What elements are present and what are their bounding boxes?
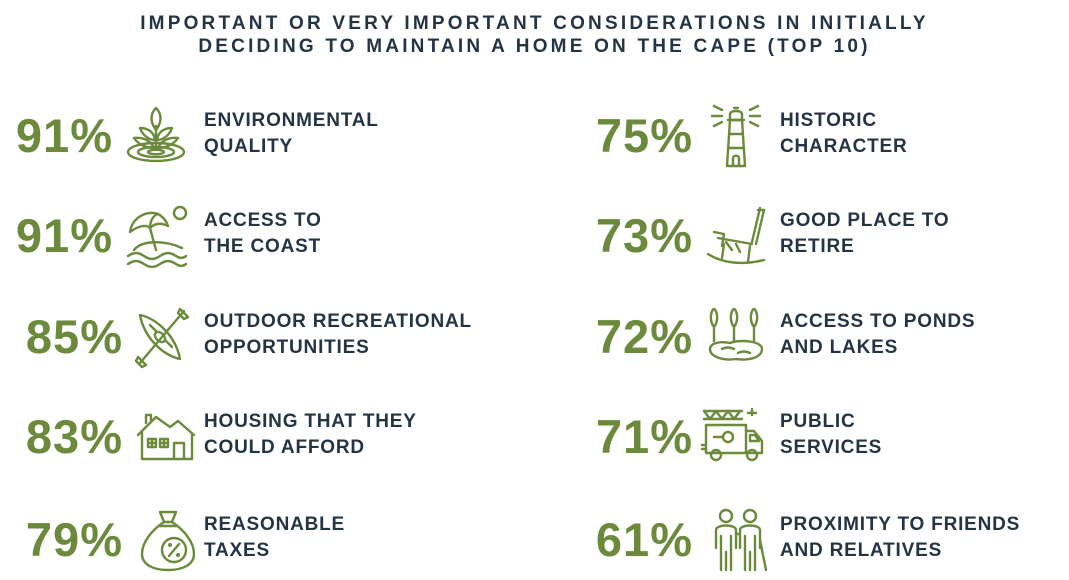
label-line-2: OPPORTUNITIES <box>204 337 370 358</box>
title-line-2: DECIDING TO MAINTAIN A HOME ON THE CAPE … <box>198 36 871 57</box>
item-affordable-housing: 83% HOUSING THAT THEY COULD AFFORD <box>0 397 520 477</box>
item-label: OUTDOOR RECREATIONAL OPPORTUNITIES <box>204 309 472 361</box>
item-good-place-to-retire: 73% GOOD PLACE TO RETIRE <box>580 196 1060 276</box>
label-line-2: SERVICES <box>780 437 883 458</box>
item-label: PROXIMITY TO FRIENDS AND RELATIVES <box>780 512 1020 564</box>
label-line-1: ENVIRONMENTAL <box>204 110 379 131</box>
label-line-2: AND RELATIVES <box>780 540 943 561</box>
item-public-services: 71% PUBLIC SERVICES <box>580 397 1060 477</box>
page-title: IMPORTANT OR VERY IMPORTANT CONSIDERATIO… <box>0 12 1069 58</box>
label-line-1: GOOD PLACE TO <box>780 210 950 231</box>
percentage: 79% <box>25 513 123 566</box>
label-line-2: COULD AFFORD <box>204 437 365 458</box>
item-label: GOOD PLACE TO RETIRE <box>780 208 949 260</box>
percentage: 75% <box>595 109 693 162</box>
item-environmental-quality: 91% ENVIRONMENTAL QUALITY <box>0 96 520 176</box>
label-line-2: CHARACTER <box>780 136 908 157</box>
label-line-2: QUALITY <box>204 136 293 157</box>
label-line-1: ACCESS TO PONDS <box>780 311 976 332</box>
item-ponds-and-lakes: 72% ACCESS TO PONDS AND LAKES <box>580 297 1060 377</box>
label-line-1: ACCESS TO <box>204 210 322 231</box>
percentage: 61% <box>595 513 693 566</box>
kayak-icon <box>130 305 194 369</box>
label-line-1: REASONABLE <box>204 514 346 535</box>
pond-trees-icon <box>704 305 768 369</box>
label-line-1: PUBLIC <box>780 411 856 432</box>
item-label: ACCESS TO THE COAST <box>204 208 322 260</box>
item-reasonable-taxes: 79% REASONABLE TAXES <box>0 500 520 580</box>
percentage: 71% <box>595 410 693 463</box>
sprout-water-icon <box>124 104 188 168</box>
item-label: HOUSING THAT THEY COULD AFFORD <box>204 409 417 461</box>
item-label: PUBLIC SERVICES <box>780 409 882 461</box>
label-line-2: AND LAKES <box>780 337 899 358</box>
item-label: ENVIRONMENTAL QUALITY <box>204 108 379 160</box>
percentage: 91% <box>15 109 113 162</box>
house-icon <box>134 405 198 469</box>
fire-truck-icon <box>700 405 764 469</box>
item-proximity-friends-relatives: 61% PROXIMITY TO FRIENDS AND RELATIVES <box>580 500 1060 580</box>
label-line-2: TAXES <box>204 540 270 561</box>
item-label: REASONABLE TAXES <box>204 512 345 564</box>
lighthouse-icon <box>704 104 768 168</box>
label-line-2: THE COAST <box>204 236 321 257</box>
percentage: 83% <box>25 410 123 463</box>
item-label: HISTORIC CHARACTER <box>780 108 908 160</box>
tax-bag-icon <box>136 508 200 572</box>
beach-umbrella-icon <box>124 204 188 268</box>
label-line-2: RETIRE <box>780 236 855 257</box>
item-outdoor-recreational: 85% OUTDOOR RECREATIONAL OPPORTUNITIES <box>0 297 520 377</box>
rocking-chair-icon <box>704 204 768 268</box>
percentage: 85% <box>25 310 123 363</box>
item-historic-character: 75% HISTORIC CHARACTER <box>580 96 1060 176</box>
percentage: 91% <box>15 209 113 262</box>
label-line-1: HOUSING THAT THEY <box>204 411 417 432</box>
item-access-to-coast: 91% ACCESS TO THE COAST <box>0 196 520 276</box>
label-line-1: HISTORIC <box>780 110 877 131</box>
label-line-1: OUTDOOR RECREATIONAL <box>204 311 472 332</box>
title-line-1: IMPORTANT OR VERY IMPORTANT CONSIDERATIO… <box>140 13 929 34</box>
percentage: 72% <box>595 310 693 363</box>
item-label: ACCESS TO PONDS AND LAKES <box>780 309 975 361</box>
percentage: 73% <box>595 209 693 262</box>
label-line-1: PROXIMITY TO FRIENDS <box>780 514 1021 535</box>
two-people-icon <box>706 508 770 572</box>
